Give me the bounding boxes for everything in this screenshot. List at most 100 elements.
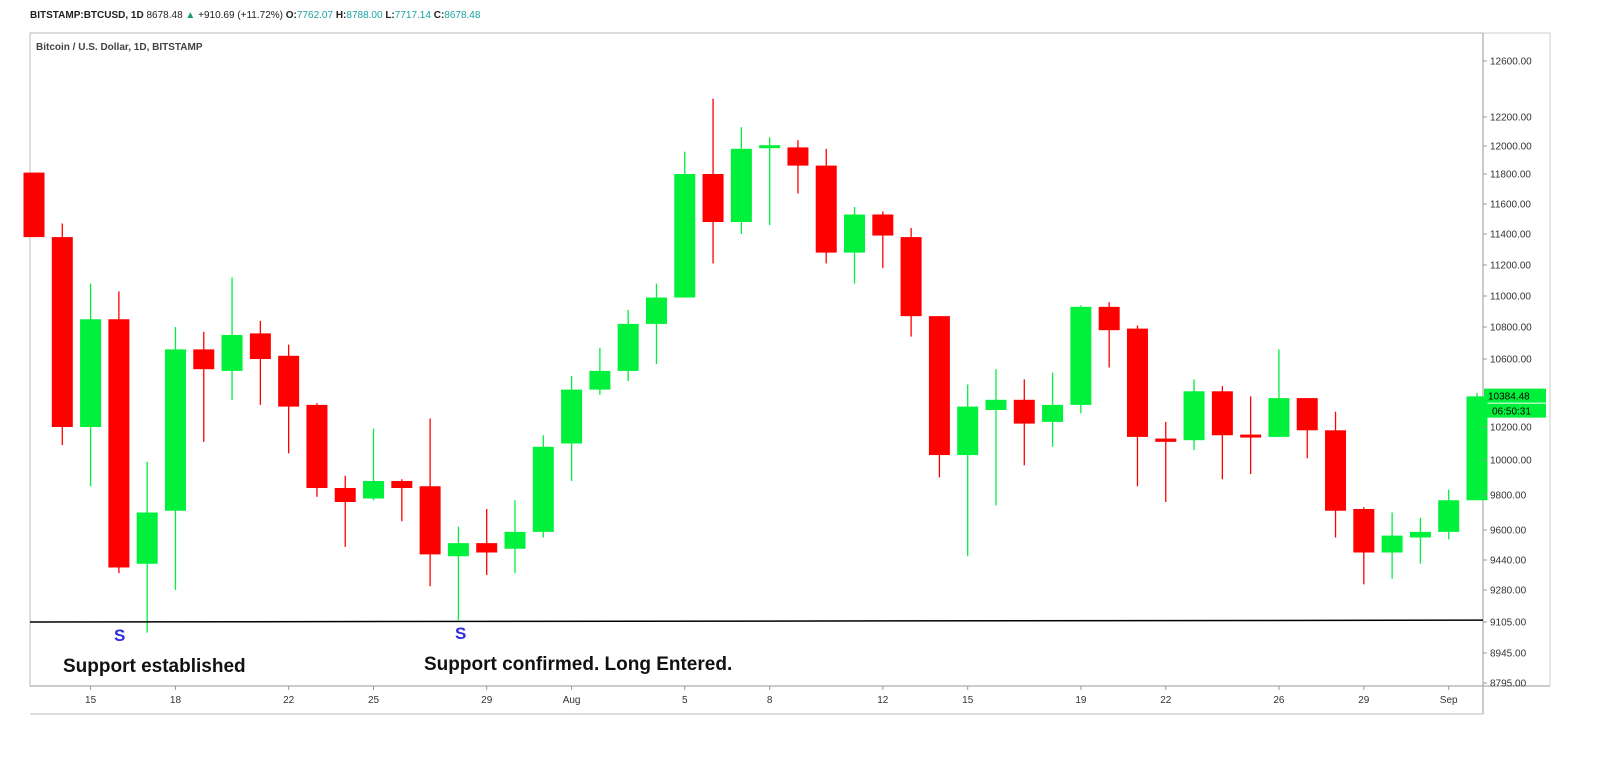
candle	[1353, 507, 1375, 585]
countdown-tag	[1484, 403, 1546, 418]
candle	[872, 211, 894, 269]
chart-title: Bitcoin / U.S. Dollar, 1D, BITSTAMP	[36, 42, 203, 53]
x-tick-label: 19	[1075, 695, 1087, 706]
candle-body	[1098, 306, 1120, 331]
support-confirmed-note: Support confirmed. Long Entered.	[424, 654, 733, 675]
y-tick-label: 10200.00	[1490, 423, 1532, 434]
candle-body	[617, 323, 639, 371]
last-price-tag-label: 10384.48	[1488, 392, 1530, 403]
candle-body	[193, 349, 215, 370]
high-label: H:	[335, 10, 347, 21]
y-tick-label: 11200.00	[1490, 261, 1531, 272]
support-line	[29, 619, 1484, 623]
candle-body	[1183, 391, 1205, 441]
candle-body	[759, 145, 781, 149]
y-tick-label: 11800.00	[1490, 170, 1531, 181]
candle-body	[645, 297, 667, 324]
y-tick-label: 12000.00	[1490, 142, 1532, 153]
candle	[1381, 512, 1403, 579]
candle	[193, 331, 215, 442]
candle	[645, 283, 667, 365]
candle	[1155, 421, 1177, 502]
candle-body	[391, 481, 413, 488]
candle-body	[928, 316, 950, 456]
symbol-label: BITSTAMP:BTCUSD, 1D	[30, 10, 144, 21]
candle	[1466, 393, 1488, 501]
open-value: 7762.07	[296, 10, 334, 21]
open-label: O:	[285, 10, 297, 21]
candle-body	[730, 148, 752, 222]
candle-body	[249, 333, 271, 359]
y-tick-label: 8945.00	[1490, 649, 1527, 660]
candle-body	[447, 543, 469, 557]
candle-body	[334, 488, 356, 502]
candle	[1070, 305, 1092, 414]
candle	[844, 207, 866, 284]
x-tick-label: 12	[877, 695, 889, 706]
candle	[80, 283, 102, 487]
candle-body	[1466, 396, 1488, 501]
x-tick-label: Sep	[1440, 695, 1458, 706]
candle	[136, 461, 158, 633]
candle-body	[815, 165, 837, 253]
y-tick-label: 12200.00	[1490, 113, 1532, 124]
candle-body	[51, 237, 73, 427]
candle-body	[872, 214, 894, 236]
support-marker-2: S	[455, 624, 467, 643]
candle-body	[1013, 399, 1035, 424]
candle-body	[363, 481, 385, 499]
y-tick-label: 8795.00	[1490, 679, 1527, 690]
y-tick-label: 9600.00	[1490, 526, 1527, 537]
plot-frame	[29, 32, 1484, 687]
candle-body	[221, 335, 243, 371]
candle	[221, 277, 243, 400]
candle	[108, 291, 130, 574]
x-tick-label: 15	[962, 695, 974, 706]
candle-body	[702, 174, 724, 222]
candle-body	[844, 214, 866, 253]
candle-body	[787, 147, 809, 166]
candle	[1183, 379, 1205, 451]
candle	[334, 475, 356, 547]
candle	[1013, 379, 1035, 466]
y-tick-label: 10800.00	[1490, 323, 1532, 334]
candle-body	[589, 370, 611, 390]
candle	[1325, 411, 1347, 538]
candle-body	[1211, 391, 1233, 436]
candle	[900, 228, 922, 337]
candle-body	[108, 319, 130, 568]
candle-body	[80, 319, 102, 427]
candle	[391, 479, 413, 522]
candle	[617, 309, 639, 382]
x-tick-label: 22	[283, 695, 295, 706]
candle	[249, 320, 271, 405]
candle	[532, 435, 554, 538]
candle-body	[1296, 398, 1318, 431]
last-price-tag	[1484, 388, 1546, 403]
candle-body	[23, 172, 45, 238]
candle	[51, 223, 73, 446]
y-tick-label: 11400.00	[1490, 230, 1531, 241]
candle	[759, 137, 781, 225]
candle	[306, 403, 328, 497]
y-tick-label: 9440.00	[1490, 556, 1527, 567]
candle	[1296, 398, 1318, 459]
candle-body	[1155, 438, 1177, 442]
y-tick-label: 10600.00	[1490, 355, 1532, 366]
candle	[447, 526, 469, 621]
candle	[1098, 302, 1120, 368]
candle	[504, 500, 526, 574]
y-tick-label: 9800.00	[1490, 491, 1527, 502]
close-value: 8678.48	[444, 10, 481, 21]
candle-body	[1381, 535, 1403, 553]
candle-body	[504, 531, 526, 549]
candle-body	[164, 349, 186, 511]
candle-body	[532, 446, 554, 532]
candle	[1042, 372, 1064, 447]
last-price: 8678.48	[146, 10, 183, 21]
candle	[1409, 517, 1431, 564]
candle	[928, 316, 950, 478]
price-change: +910.69 (+11.72%)	[198, 10, 283, 21]
candle-body	[419, 486, 441, 555]
countdown-tag-label: 06:50:31	[1492, 407, 1531, 418]
